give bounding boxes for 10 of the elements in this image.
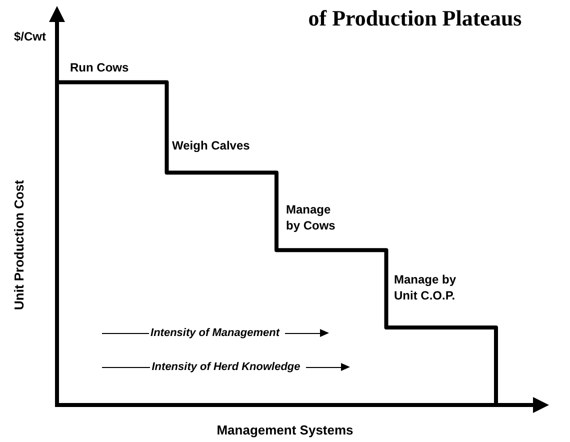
annotation: Manage by Cows — [286, 202, 336, 232]
y-axis-title: Unit Production Cost — [12, 179, 27, 310]
annotation: Weigh Calves — [172, 138, 250, 152]
text: Run Cows — [70, 60, 129, 74]
x-axis-title: Management Systems — [216, 422, 354, 438]
chart-title: of Production Plateaus — [308, 6, 522, 31]
annotation: Intensity of Herd Knowledge — [152, 361, 300, 374]
annotation: Intensity of Management — [150, 327, 281, 340]
annotation: Manage by Unit C.O.P. — [394, 272, 456, 302]
text: $/Cwt — [14, 29, 46, 44]
